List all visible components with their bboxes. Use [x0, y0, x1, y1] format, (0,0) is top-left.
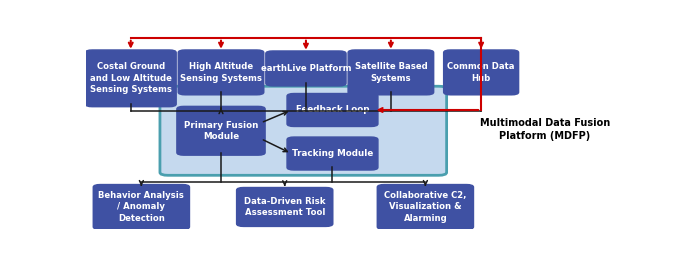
- Text: Behavior Analysis
/ Anomaly
Detection: Behavior Analysis / Anomaly Detection: [99, 191, 184, 223]
- FancyBboxPatch shape: [86, 50, 176, 107]
- Text: Collaborative C2,
Visualization &
Alarming: Collaborative C2, Visualization & Alarmi…: [384, 191, 466, 223]
- FancyBboxPatch shape: [377, 185, 473, 229]
- FancyBboxPatch shape: [266, 51, 346, 86]
- FancyBboxPatch shape: [444, 50, 519, 95]
- Text: Feedback Loop: Feedback Loop: [296, 105, 369, 115]
- FancyBboxPatch shape: [178, 50, 264, 95]
- Text: earthLive Platform: earthLive Platform: [261, 64, 351, 73]
- FancyBboxPatch shape: [287, 137, 378, 170]
- FancyBboxPatch shape: [93, 185, 190, 229]
- Text: Multimodal Data Fusion
Platform (MDFP): Multimodal Data Fusion Platform (MDFP): [479, 118, 610, 141]
- Text: Costal Ground
and Low Altitude
Sensing Systems: Costal Ground and Low Altitude Sensing S…: [90, 62, 172, 94]
- FancyBboxPatch shape: [160, 86, 447, 175]
- Text: Data-Driven Risk
Assessment Tool: Data-Driven Risk Assessment Tool: [244, 197, 325, 217]
- Text: Tracking Module: Tracking Module: [292, 149, 373, 158]
- FancyBboxPatch shape: [348, 50, 434, 95]
- Text: Satellite Based
Systems: Satellite Based Systems: [355, 62, 427, 82]
- Text: Common Data
Hub: Common Data Hub: [447, 62, 515, 82]
- FancyBboxPatch shape: [287, 94, 378, 126]
- FancyBboxPatch shape: [236, 188, 333, 226]
- FancyBboxPatch shape: [177, 106, 265, 155]
- Text: Primary Fusion
Module: Primary Fusion Module: [184, 121, 258, 141]
- Text: High Altitude
Sensing Systems: High Altitude Sensing Systems: [180, 62, 262, 82]
